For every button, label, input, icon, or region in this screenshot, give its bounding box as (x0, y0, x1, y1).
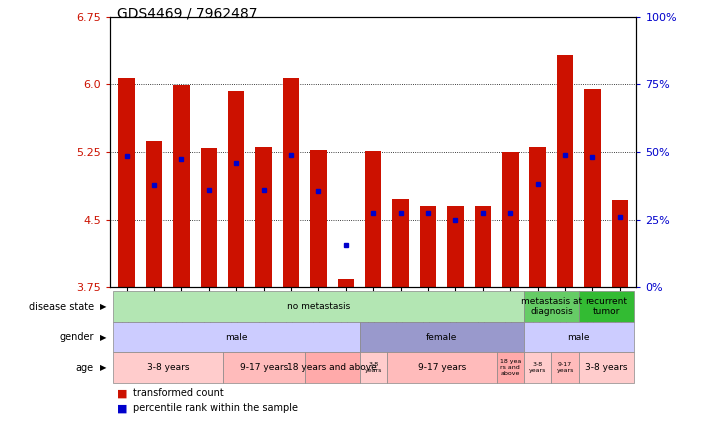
Bar (392, 199, 409, 287)
Text: 3-8
years: 3-8 years (365, 362, 382, 373)
Text: 3-8
years: 3-8 years (529, 362, 546, 373)
Text: 3-8 years: 3-8 years (585, 363, 627, 372)
Text: ▶: ▶ (100, 332, 107, 342)
Text: recurrent
tumor: recurrent tumor (585, 297, 627, 316)
Bar (310, 150, 326, 287)
Text: 9-17
years: 9-17 years (557, 362, 574, 373)
Bar (611, 200, 628, 287)
Text: disease state: disease state (28, 302, 94, 312)
Text: 3-8 years: 3-8 years (146, 363, 189, 372)
Text: ■: ■ (117, 388, 128, 398)
Text: GDS4469 / 7962487: GDS4469 / 7962487 (117, 6, 258, 20)
Bar (283, 78, 299, 287)
Text: female: female (426, 332, 457, 342)
Bar (173, 85, 190, 287)
Text: male: male (567, 332, 590, 342)
Text: age: age (76, 363, 94, 373)
Text: percentile rank within the sample: percentile rank within the sample (133, 403, 298, 413)
Text: ▶: ▶ (100, 363, 107, 372)
Text: gender: gender (59, 332, 94, 342)
Bar (119, 78, 135, 287)
Bar (475, 206, 491, 287)
Bar (228, 91, 245, 287)
Bar (584, 89, 601, 287)
Text: no metastasis: no metastasis (287, 302, 350, 311)
Text: 9-17 years: 9-17 years (240, 363, 288, 372)
Text: metastasis at
diagnosis: metastasis at diagnosis (521, 297, 582, 316)
Text: male: male (225, 332, 247, 342)
Bar (557, 55, 573, 287)
Text: transformed count: transformed count (133, 388, 224, 398)
Bar (447, 206, 464, 287)
Text: 18 yea
rs and
above: 18 yea rs and above (500, 359, 521, 376)
Text: ■: ■ (117, 403, 128, 413)
Bar (255, 147, 272, 287)
Bar (146, 141, 162, 287)
Bar (365, 151, 382, 287)
Text: ▶: ▶ (100, 302, 107, 311)
Bar (338, 279, 354, 287)
Text: 18 years and above: 18 years and above (287, 363, 377, 372)
Bar (201, 148, 217, 287)
Text: 9-17 years: 9-17 years (417, 363, 466, 372)
Bar (420, 206, 437, 287)
Bar (530, 147, 546, 287)
Bar (502, 152, 518, 287)
